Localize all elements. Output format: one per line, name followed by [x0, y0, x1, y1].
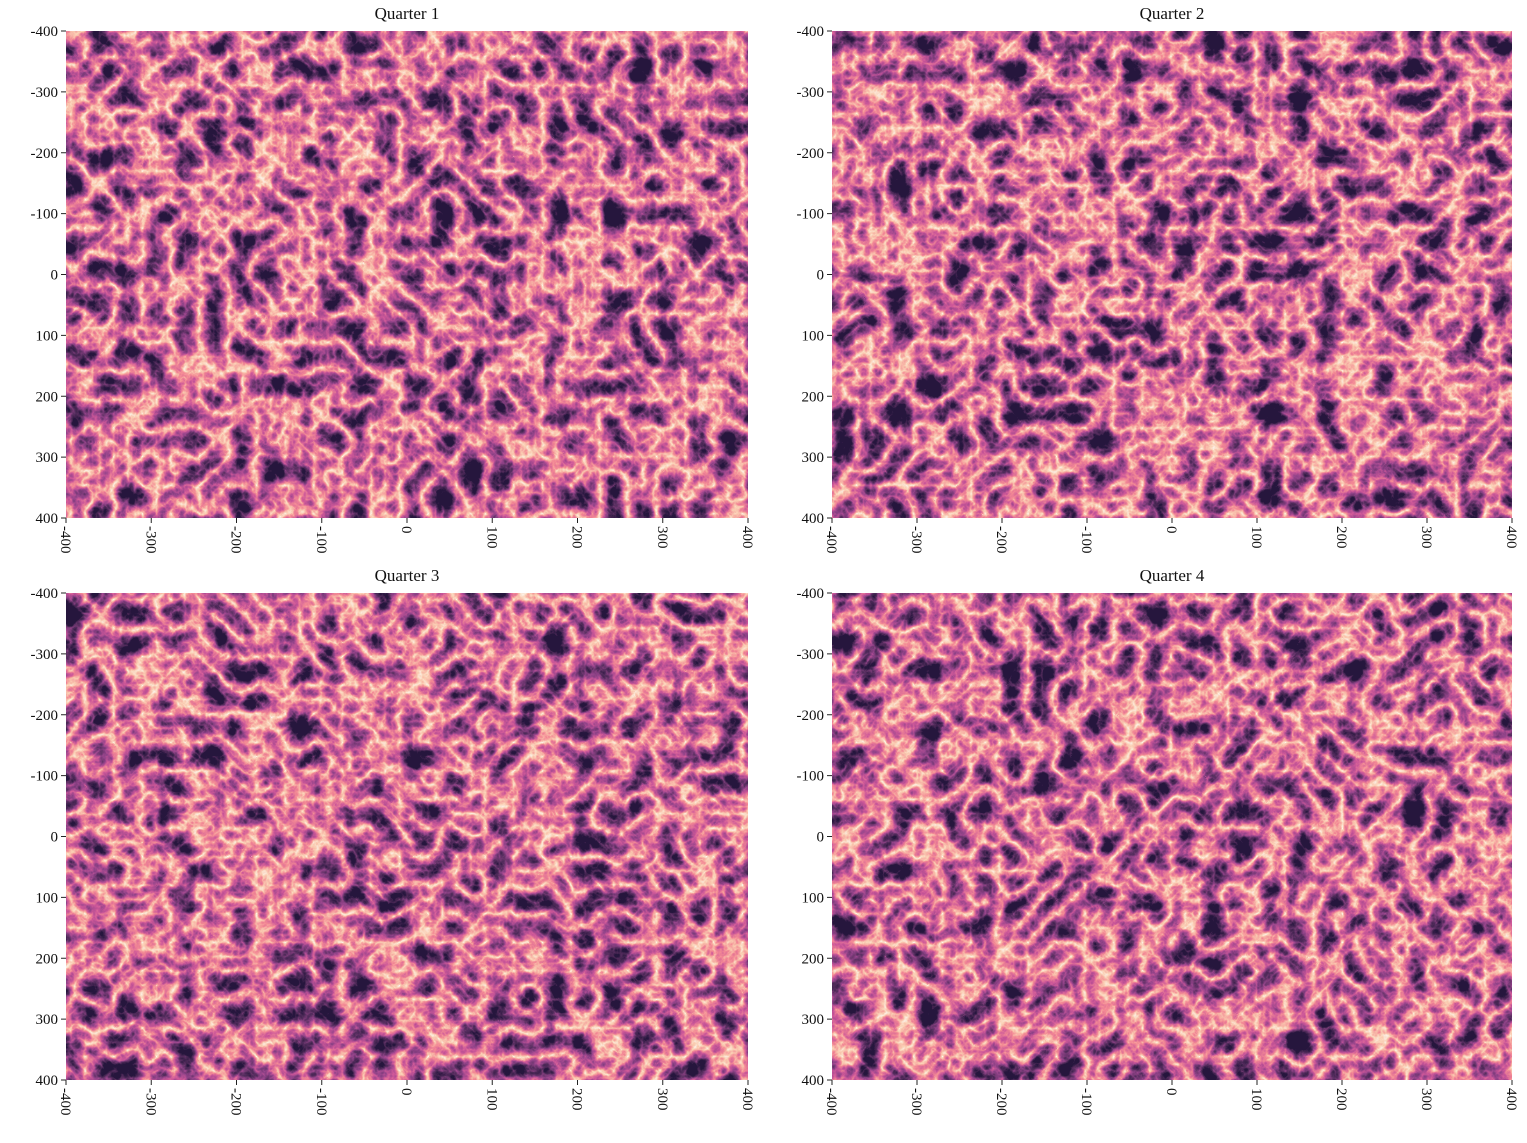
x-tick-label: 100: [1248, 1088, 1264, 1111]
y-tick-label: 0: [51, 268, 59, 284]
y-tick-label: 400: [36, 511, 59, 527]
x-tick-label: 300: [1418, 526, 1434, 549]
panel: Quarter 3-400-300-200-1000100200300400-4…: [31, 566, 756, 1116]
x-tick-label: 400: [1503, 1088, 1519, 1111]
x-tick-label: 300: [1418, 1088, 1434, 1111]
panel-title: Quarter 3: [375, 566, 440, 585]
x-tick-label: 0: [1163, 526, 1179, 534]
x-tick-label: 200: [1333, 1088, 1349, 1111]
y-tick-label: -200: [31, 708, 59, 724]
x-tick-label: 400: [1503, 526, 1519, 549]
panel-title: Quarter 1: [375, 4, 440, 23]
heatmap-image: [66, 31, 748, 518]
y-tick-label: -400: [797, 24, 825, 40]
x-tick-label: -300: [908, 526, 924, 554]
x-tick-label: 100: [1248, 526, 1264, 549]
y-tick-label: 100: [802, 890, 825, 906]
x-tick-label: -100: [313, 526, 329, 554]
x-tick-label: -400: [57, 526, 73, 554]
x-tick-label: -200: [993, 526, 1009, 554]
panel: Quarter 2-400-300-200-1000100200300400-4…: [797, 4, 1520, 554]
y-tick-label: 0: [817, 830, 825, 846]
x-tick-label: -400: [57, 1088, 73, 1116]
x-tick-label: -200: [228, 1088, 244, 1116]
y-tick-label: -100: [797, 207, 825, 223]
y-tick-label: 400: [802, 1073, 825, 1089]
y-tick-label: -200: [797, 708, 825, 724]
y-tick-label: 100: [36, 328, 59, 344]
y-tick-label: 400: [36, 1073, 59, 1089]
panel: Quarter 4-400-300-200-1000100200300400-4…: [797, 566, 1520, 1116]
y-tick-label: 400: [802, 511, 825, 527]
y-tick-label: -400: [797, 586, 825, 602]
x-tick-label: 100: [483, 526, 499, 549]
x-tick-label: 300: [654, 526, 670, 549]
x-tick-label: -300: [142, 1088, 158, 1116]
x-tick-label: 100: [483, 1088, 499, 1111]
x-tick-label: 200: [569, 1088, 585, 1111]
y-tick-label: 300: [36, 450, 59, 466]
x-tick-label: 0: [398, 1088, 414, 1096]
heatmap-image: [832, 593, 1512, 1080]
x-tick-label: -100: [1078, 526, 1094, 554]
y-tick-label: -100: [797, 769, 825, 785]
y-tick-label: -300: [797, 85, 825, 101]
panel-title: Quarter 2: [1140, 4, 1205, 23]
x-tick-label: -300: [142, 526, 158, 554]
x-tick-label: 400: [739, 1088, 755, 1111]
y-tick-label: -300: [31, 85, 59, 101]
x-tick-label: -200: [228, 526, 244, 554]
panel-title: Quarter 4: [1140, 566, 1205, 585]
x-tick-label: 200: [1333, 526, 1349, 549]
y-tick-label: 0: [817, 268, 825, 284]
heatmap-image: [66, 593, 748, 1080]
x-tick-label: -100: [1078, 1088, 1094, 1116]
x-tick-label: -300: [908, 1088, 924, 1116]
y-tick-label: 100: [36, 890, 59, 906]
y-tick-label: 200: [36, 389, 59, 405]
x-tick-label: -400: [823, 526, 839, 554]
x-tick-label: -400: [823, 1088, 839, 1116]
y-tick-label: -300: [31, 647, 59, 663]
x-tick-label: 400: [739, 526, 755, 549]
panel: Quarter 1-400-300-200-1000100200300400-4…: [31, 4, 756, 554]
y-tick-label: -100: [31, 769, 59, 785]
x-tick-label: 0: [398, 526, 414, 534]
y-tick-label: 200: [802, 951, 825, 967]
y-tick-label: -200: [31, 146, 59, 162]
y-tick-label: -300: [797, 647, 825, 663]
y-tick-label: -200: [797, 146, 825, 162]
x-tick-label: -100: [313, 1088, 329, 1116]
y-tick-label: -400: [31, 24, 59, 40]
x-tick-label: 0: [1163, 1088, 1179, 1096]
y-tick-label: 200: [802, 389, 825, 405]
y-tick-label: -400: [31, 586, 59, 602]
y-tick-label: -100: [31, 207, 59, 223]
y-tick-label: 300: [36, 1012, 59, 1028]
x-tick-label: 300: [654, 1088, 670, 1111]
x-tick-label: -200: [993, 1088, 1009, 1116]
y-tick-label: 200: [36, 951, 59, 967]
heatmap-image: [832, 31, 1512, 518]
x-tick-label: 200: [569, 526, 585, 549]
y-tick-label: 100: [802, 328, 825, 344]
y-tick-label: 300: [802, 1012, 825, 1028]
y-tick-label: 300: [802, 450, 825, 466]
y-tick-label: 0: [51, 830, 59, 846]
